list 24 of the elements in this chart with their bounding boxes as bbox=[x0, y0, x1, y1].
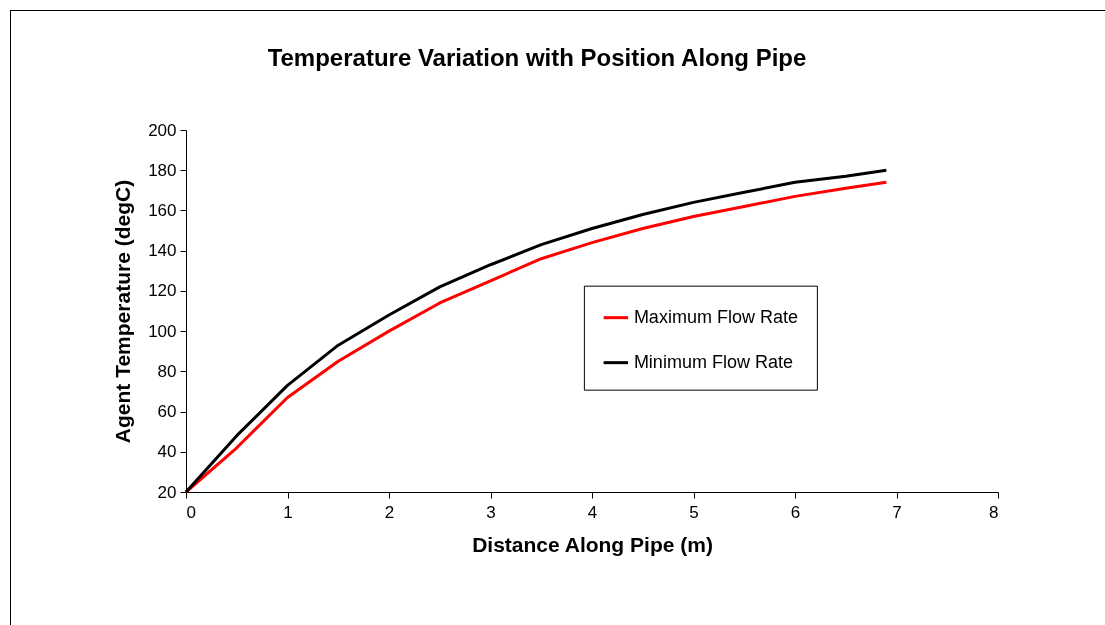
x-tick-label: 6 bbox=[790, 502, 801, 522]
y-tick-label: 20 bbox=[157, 482, 177, 502]
y-tick-label: 120 bbox=[148, 281, 177, 301]
y-axis-title: Agent Temperature (degC) bbox=[111, 179, 135, 444]
x-tick-label: 7 bbox=[892, 502, 902, 522]
x-tick-label: 2 bbox=[384, 502, 395, 522]
y-tick-label: 180 bbox=[148, 160, 177, 180]
x-tick-label: 1 bbox=[283, 502, 293, 522]
x-tick-label: 3 bbox=[486, 502, 496, 522]
y-tick-label: 60 bbox=[157, 402, 177, 422]
x-tick-label: 8 bbox=[989, 502, 999, 522]
x-tick-label: 4 bbox=[587, 502, 598, 522]
y-tick-label: 80 bbox=[157, 361, 177, 381]
chart-title: Temperature Variation with Position Along Pipe bbox=[267, 44, 807, 71]
y-tick-label: 140 bbox=[148, 241, 177, 261]
y-tick-label: 160 bbox=[148, 200, 177, 220]
y-tick-label: 100 bbox=[148, 321, 177, 341]
y-tick-label: 200 bbox=[148, 120, 177, 140]
x-tick-label: 5 bbox=[689, 502, 699, 522]
y-tick-label: 40 bbox=[157, 442, 177, 462]
x-tick-label: 0 bbox=[186, 502, 196, 522]
x-axis-title: Distance Along Pipe (m) bbox=[472, 532, 713, 556]
legend-label: Maximum Flow Rate bbox=[633, 306, 798, 327]
legend-label: Minimum Flow Rate bbox=[633, 351, 793, 372]
